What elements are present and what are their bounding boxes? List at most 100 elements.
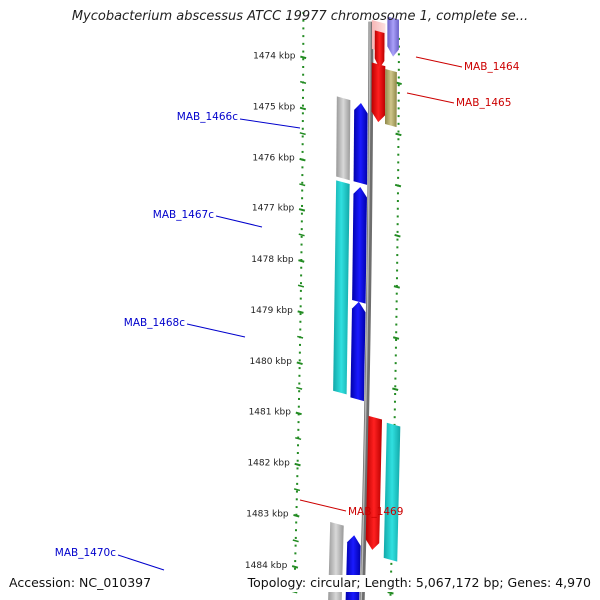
gene-label-mab-1470c[interactable]: MAB_1470c [55,547,116,559]
ruler-tick-label: 1484 kbp [245,561,288,571]
olive-gene-block[interactable] [384,69,397,128]
ruler-dot [299,343,302,346]
gene-label-leader [239,118,301,129]
map-title: Mycobacterium abscessus ATCC 19977 chrom… [71,9,529,24]
ruler-dot [395,308,398,311]
blue-gene-arrow[interactable] [352,186,367,304]
ruler-dot [396,254,399,257]
ruler-dot [397,153,400,156]
ruler-dot [394,369,397,372]
ruler-dot [295,521,298,524]
ruler-dot [301,96,304,99]
ruler-dot [302,19,305,22]
ruler-tick [299,157,306,162]
labels: 1474 kbp 1475 kbp 1476 kbp 1477 kbp 1478 kbp… [55,51,520,571]
ruler-dot [301,166,304,169]
ruler-dot [298,367,301,370]
ruler-dot [395,323,398,326]
ruler-tick-label: 1474 kbp [253,51,296,61]
ruler-dot [397,84,400,87]
ruler-dot [297,436,300,439]
cyan-gene-block[interactable] [383,422,401,562]
ruler-dot [300,228,303,231]
gene-label-mab-1464[interactable]: MAB_1464 [464,61,520,73]
ruler-dot [299,305,302,308]
red-gene-arrow[interactable] [374,30,385,69]
ruler-dot [397,91,400,94]
ruler-dot [396,230,399,233]
gene-label-mab-1465[interactable]: MAB_1465 [456,97,511,109]
ruler-tick [299,106,307,111]
ruler-dot [295,490,298,493]
ruler-dot [301,120,304,123]
gene-label-mab-1467c[interactable]: MAB_1467c [153,209,214,221]
ruler-dot [395,338,398,341]
ruler-tick [293,513,300,518]
ruler-tick-label: 1483 kbp [246,510,289,520]
ruler-dot [302,50,305,53]
ruler-dot [302,66,305,68]
ruler-dot [302,42,305,45]
gray-gene-block[interactable] [336,96,351,181]
ruler-tick-label: 1476 kbp [252,154,295,164]
ruler-tick-label: 1475 kbp [253,102,296,112]
ruler-tick [298,259,305,263]
ruler-tick-label: 1478 kbp [251,255,294,265]
ruler-dot [397,61,400,64]
ruler-dot [299,297,302,300]
ruler-dot [394,362,397,365]
gene-label-mab-1468c[interactable]: MAB_1468c [124,317,185,329]
gene-label-mab-1466c[interactable]: MAB_1466c [177,111,238,123]
ruler-tick-label: 1482 kbp [247,458,290,468]
ruler-dot [396,261,399,264]
ruler-dot [295,498,298,501]
ruler-dot [300,220,303,223]
red-gene-arrow[interactable] [371,62,386,123]
ruler-dot [395,331,398,334]
ruler-dot [296,475,299,478]
ruler-tick-label: 1477 kbp [252,204,295,214]
ruler-dot [397,130,400,133]
ruler-tick [295,411,302,416]
ruler-dot [297,444,300,447]
blue-gene-arrow[interactable] [353,102,368,185]
ruler-tick-label: 1479 kbp [250,306,293,316]
ruler-dot [299,313,302,316]
ruler-dot [300,243,303,246]
ruler-dot [395,315,398,318]
ruler-minor-tick [297,284,305,288]
gene-label-leader [215,215,263,228]
ruler-dot [300,212,303,215]
ruler-dot [298,374,301,377]
blue-gene-arrow[interactable] [350,301,366,402]
ruler-dot [301,174,304,177]
ruler-dot [397,145,400,148]
ruler-tick [392,387,399,391]
ruler-dot [301,181,304,184]
ruler-dot [397,176,400,179]
ruler-dot [397,115,400,118]
label-leaders [117,56,463,571]
ruler-dot [393,416,396,419]
gene-label-mab-1469[interactable]: MAB_1469 [348,506,403,518]
ruler-dot [298,390,301,393]
ruler-dot [298,359,301,362]
ruler-dot [297,405,300,408]
ruler-dot [397,122,400,125]
ruler-dot [301,127,304,130]
ruler-dot [395,292,398,295]
cyan-gene-block[interactable] [333,180,350,395]
ruler-dot [397,53,400,56]
red-gene-arrow[interactable] [365,415,383,550]
ruler-minor-tick [296,386,303,390]
ruler-dot [301,150,304,153]
ruler-dot [397,45,400,48]
ruler-tick-label: 1481 kbp [249,407,292,417]
ruler-dot [396,269,399,272]
lavender-gene-arrow[interactable] [387,16,399,57]
ruler-dot [301,204,304,207]
ruler-dot [298,351,301,354]
ruler-dot [302,35,305,38]
ruler-dot [390,562,393,565]
